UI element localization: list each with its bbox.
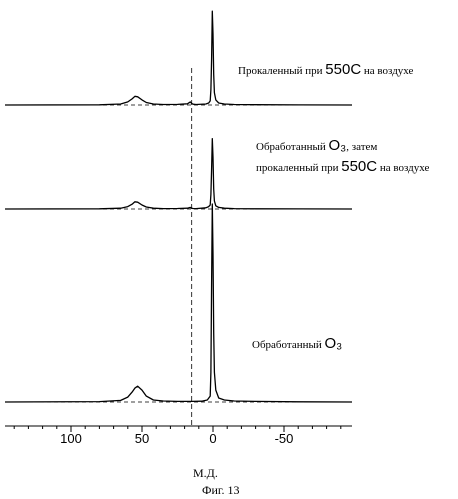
x-axis-label: М.Д. <box>193 466 218 481</box>
x-tick-label: 50 <box>135 431 149 446</box>
spectrum-3-annotation-pre: Обработанный <box>252 339 325 351</box>
spectrum-2-annotation-temperature: 550C <box>341 158 377 175</box>
spectrum-1-annotation: Прокаленный при 550C на воздухе <box>238 64 413 77</box>
spectrum-1-annotation-pre: Прокаленный при <box>238 65 325 77</box>
spectrum-2-annotation-pre: Обработанный <box>256 141 329 153</box>
spectrum-2-annotation-line2-post: на воздухе <box>377 162 429 174</box>
figure-caption: Фиг. 13 <box>202 483 239 498</box>
spectrum-2-annotation-ozone: O₃ <box>329 137 347 154</box>
x-tick-label: 100 <box>60 431 82 446</box>
x-tick-label: -50 <box>275 431 294 446</box>
spectrum-2-annotation-line2-pre: прокаленный при <box>256 162 341 174</box>
spectrum-3-line <box>5 204 352 402</box>
spectrum-1-annotation-temperature: 550C <box>325 61 361 78</box>
spectrum-1-line <box>5 11 352 105</box>
spectrum-3-annotation: Обработанный O₃ <box>252 338 342 351</box>
x-tick-label: 0 <box>209 431 216 446</box>
spectrum-2-annotation-post: , затем <box>346 141 377 153</box>
spectrum-2-annotation-line2: прокаленный при 550C на воздухе <box>256 161 429 174</box>
spectrum-3-annotation-ozone: O₃ <box>325 335 343 352</box>
spectrum-1-annotation-post: на воздухе <box>361 65 413 77</box>
spectrum-2-annotation-line1: Обработанный O₃, затем <box>256 140 377 153</box>
